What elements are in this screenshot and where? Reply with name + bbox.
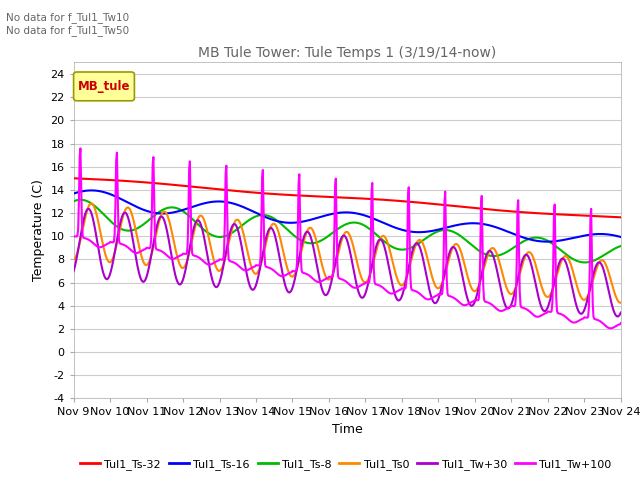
Tul1_Tw+30	[393, 296, 401, 301]
Tul1_Ts-32	[70, 175, 77, 181]
Line: Tul1_Tw+30: Tul1_Tw+30	[74, 209, 621, 316]
Line: Tul1_Ts-16: Tul1_Ts-16	[74, 191, 621, 241]
Tul1_Tw+30	[214, 283, 222, 288]
Tul1_Tw+100	[568, 319, 575, 324]
Tul1_Ts-32	[213, 186, 221, 192]
Tul1_Ts-32	[446, 203, 454, 208]
Tul1_Ts0	[617, 300, 625, 306]
Tul1_Ts-16	[617, 234, 625, 240]
Tul1_Ts-8	[393, 246, 401, 252]
Tul1_Ts0	[393, 274, 401, 280]
Tul1_Ts-8	[617, 243, 625, 249]
Tul1_Ts-8	[447, 228, 454, 234]
Tul1_Tw+100	[191, 253, 198, 259]
Tul1_Tw+30	[568, 281, 575, 287]
Tul1_Ts0	[447, 251, 454, 256]
Tul1_Ts-8	[214, 234, 222, 240]
Tul1_Tw+30	[191, 223, 198, 228]
Tul1_Ts-16	[447, 224, 454, 229]
Tul1_Ts-16	[543, 239, 551, 244]
Text: No data for f_Tul1_Tw10: No data for f_Tul1_Tw10	[6, 12, 129, 23]
Tul1_Ts-32	[392, 198, 399, 204]
Tul1_Ts-16	[214, 199, 222, 204]
Tul1_Ts-8	[340, 223, 348, 228]
Tul1_Tw+100	[77, 145, 84, 151]
X-axis label: Time: Time	[332, 423, 363, 436]
Tul1_Ts0	[340, 233, 348, 239]
Tul1_Tw+100	[617, 320, 625, 326]
Tul1_Ts-8	[568, 255, 575, 261]
Y-axis label: Temperature (C): Temperature (C)	[32, 180, 45, 281]
Tul1_Ts-8	[191, 218, 198, 224]
Tul1_Ts-16	[340, 210, 348, 216]
Tul1_Ts-32	[339, 195, 346, 201]
Line: Tul1_Ts0: Tul1_Ts0	[74, 204, 621, 303]
Tul1_Tw+30	[85, 206, 93, 212]
Tul1_Tw+30	[70, 268, 77, 274]
Tul1_Ts0	[568, 264, 575, 269]
Tul1_Ts-16	[393, 225, 401, 231]
Tul1_Ts-16	[568, 235, 576, 241]
Text: MB_tule: MB_tule	[77, 80, 131, 93]
Tul1_Tw+100	[214, 258, 222, 264]
Tul1_Ts0	[214, 267, 222, 273]
Tul1_Tw+30	[614, 313, 621, 319]
Line: Tul1_Ts-8: Tul1_Ts-8	[74, 200, 621, 263]
Tul1_Ts-32	[567, 212, 575, 218]
Tul1_Tw+100	[340, 277, 348, 283]
Line: Tul1_Ts-32: Tul1_Ts-32	[74, 178, 621, 217]
Tul1_Tw+100	[447, 294, 454, 300]
Tul1_Ts-16	[70, 191, 77, 196]
Tul1_Ts-32	[190, 184, 198, 190]
Tul1_Ts-32	[617, 215, 625, 220]
Tul1_Ts-8	[77, 197, 84, 203]
Tul1_Tw+100	[607, 325, 615, 331]
Tul1_Ts-16	[191, 204, 198, 209]
Tul1_Tw+30	[447, 247, 454, 253]
Tul1_Tw+30	[617, 310, 625, 315]
Tul1_Tw+100	[393, 288, 401, 294]
Line: Tul1_Tw+100: Tul1_Tw+100	[74, 148, 621, 328]
Title: MB Tule Tower: Tule Temps 1 (3/19/14-now): MB Tule Tower: Tule Temps 1 (3/19/14-now…	[198, 46, 497, 60]
Tul1_Ts-8	[581, 260, 589, 265]
Text: No data for f_Tul1_Tw50: No data for f_Tul1_Tw50	[6, 25, 129, 36]
Tul1_Tw+30	[340, 233, 348, 239]
Tul1_Ts-16	[87, 188, 95, 193]
Tul1_Ts0	[191, 227, 198, 233]
Tul1_Ts0	[87, 201, 95, 206]
Legend: Tul1_Ts-32, Tul1_Ts-16, Tul1_Ts-8, Tul1_Ts0, Tul1_Tw+30, Tul1_Tw+100: Tul1_Ts-32, Tul1_Ts-16, Tul1_Ts-8, Tul1_…	[76, 455, 616, 474]
Tul1_Tw+100	[70, 233, 77, 239]
Tul1_Ts0	[70, 256, 77, 262]
Tul1_Ts-8	[70, 198, 77, 204]
